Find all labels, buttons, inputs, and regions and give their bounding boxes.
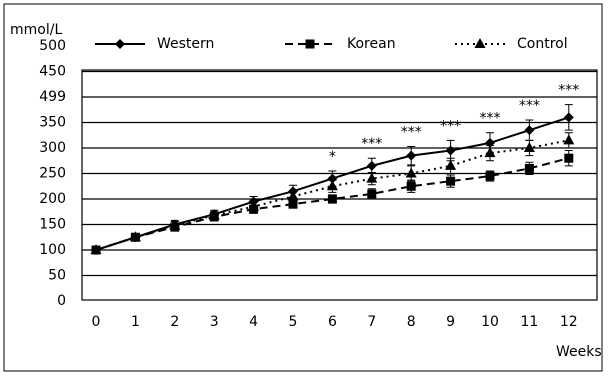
marker [485,171,495,181]
x-tick-label: 9 [446,314,455,330]
y-tick-label: 500 [39,38,66,54]
x-tick-label: 3 [210,314,219,330]
x-tick-label: 4 [249,314,258,330]
marker [90,244,102,254]
marker [366,160,377,171]
x-tick-label: 6 [328,314,337,330]
y-tick-label: 0 [57,293,66,309]
x-axis-label: Weeks [556,344,602,360]
marker [248,200,260,211]
x-tick-label: 5 [289,314,298,330]
y-tick-label: 450 [39,64,66,80]
y-tick-label: 100 [39,242,66,258]
y-unit-label: mmol/L [10,22,62,38]
y-tick-label: 300 [39,140,66,156]
y-tick-label: 250 [39,166,66,182]
marker [169,219,181,230]
y-tick-label: 50 [48,268,66,284]
plot-frame [81,69,598,301]
x-tick-label: 1 [131,314,140,330]
significance-label: *** [558,83,579,99]
legend-marker [474,38,486,48]
marker [446,176,456,186]
marker [563,134,575,145]
x-tick-label: 12 [560,314,578,330]
marker [327,194,337,204]
marker [208,209,220,220]
significance-label: *** [401,124,422,140]
marker [288,199,298,209]
y-tick-label: 499 [39,89,66,105]
x-tick-label: 0 [92,314,101,330]
marker [445,145,456,156]
marker [405,167,417,178]
marker [326,180,338,191]
x-tick-label: 11 [520,314,538,330]
marker [524,125,535,136]
marker [445,159,457,170]
legend-label: Western [157,36,214,52]
marker [406,181,416,191]
legend-marker [115,39,125,49]
marker [484,147,496,158]
marker [563,112,574,123]
significance-label: *** [361,136,382,152]
marker [367,189,377,199]
significance-label: *** [480,111,501,127]
significance-label: *** [440,118,461,134]
marker [129,231,141,242]
legend-label: Control [517,36,568,52]
x-tick-label: 10 [481,314,499,330]
x-tick-label: 7 [367,314,376,330]
y-tick-label: 200 [39,191,66,207]
legend-label: Korean [347,36,396,52]
marker [523,142,535,152]
marker [564,153,574,163]
marker [287,190,299,201]
y-tick-label: 150 [39,217,66,233]
marker [406,150,417,161]
legend-marker [305,39,315,49]
significance-label: * [329,149,336,165]
significance-label: *** [519,98,540,114]
marker [327,173,338,184]
y-tick-label: 350 [39,115,66,131]
marker [524,163,534,173]
outer-frame [3,3,603,372]
marker [366,172,378,183]
x-tick-label: 2 [170,314,179,330]
x-tick-label: 8 [407,314,416,330]
